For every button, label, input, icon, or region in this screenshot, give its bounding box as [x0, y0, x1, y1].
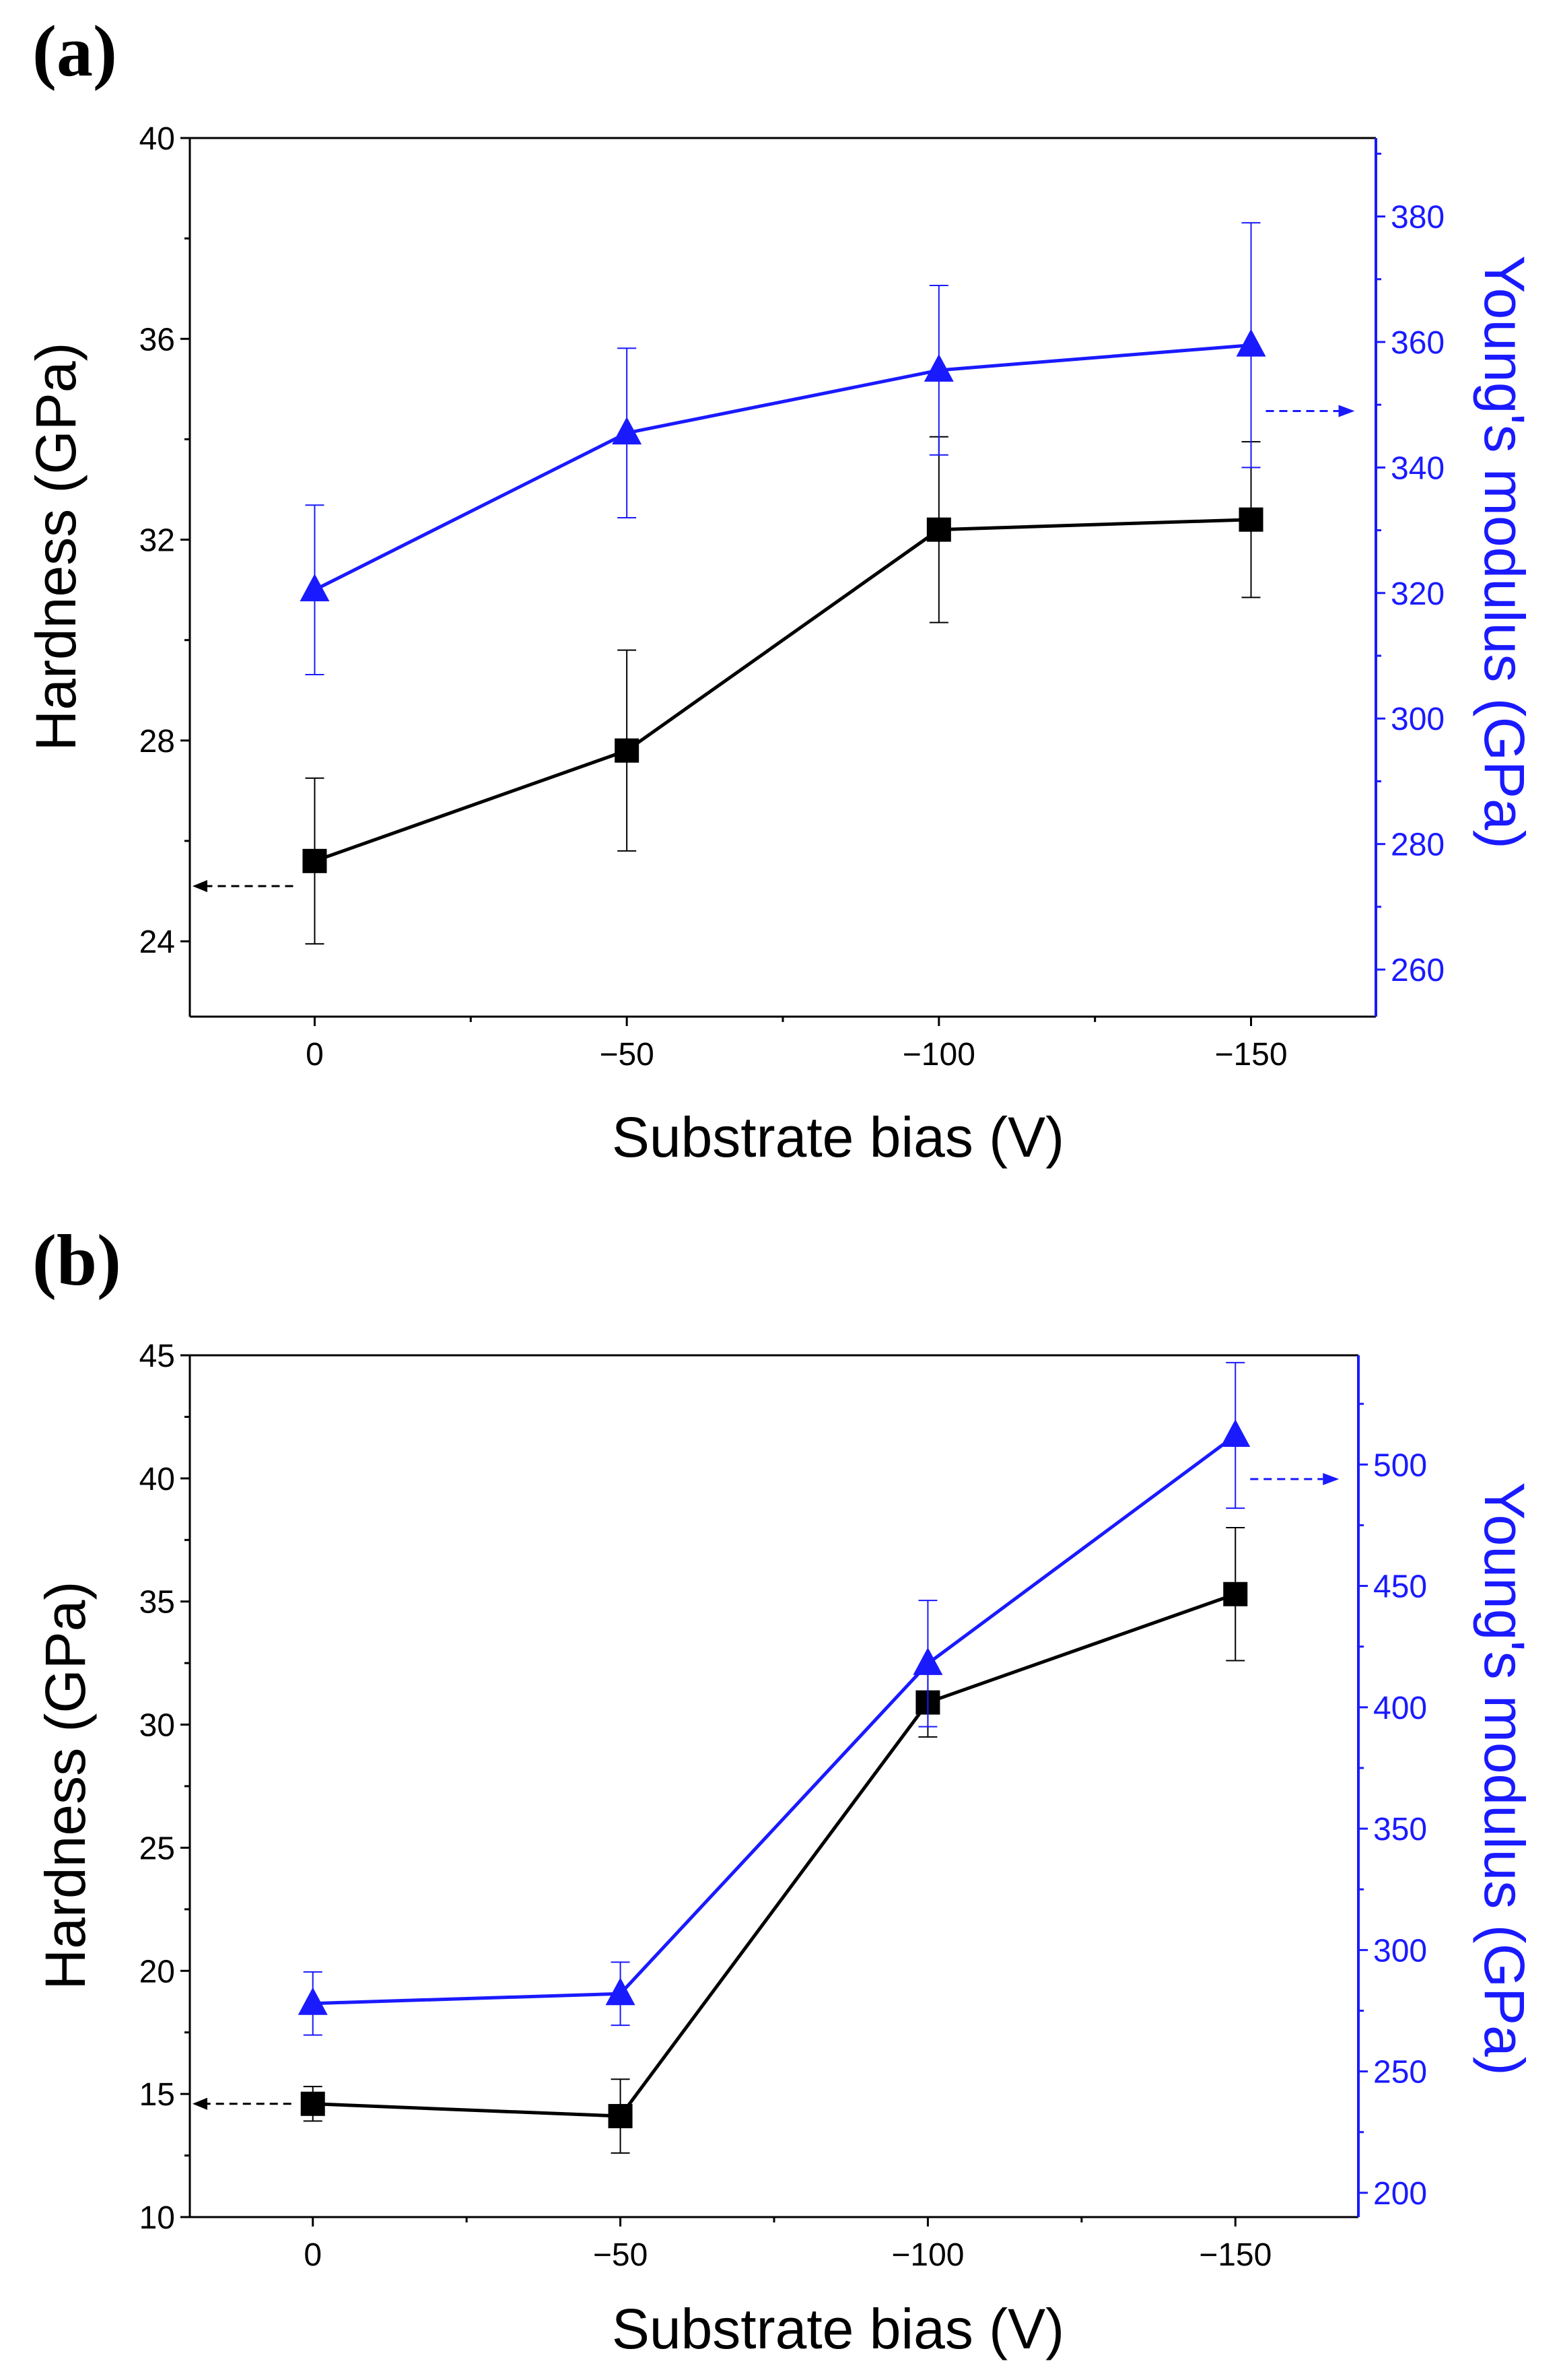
right-tick-label: 400 — [1373, 1691, 1427, 1726]
left-tick-label: 35 — [139, 1585, 175, 1621]
left-tick-label: 28 — [139, 724, 175, 759]
modulus-marker — [605, 1977, 635, 2006]
x-tick-label: −150 — [1199, 2237, 1272, 2273]
modulus-series-line — [312, 1433, 1237, 2006]
hardness-series-line — [314, 518, 1251, 863]
right-tick-label: 340 — [1391, 450, 1445, 486]
hardness-series-line — [312, 1592, 1237, 2118]
x-tick-label: 0 — [306, 1037, 324, 1073]
right-tick-label: 280 — [1391, 827, 1445, 863]
hardness-axis-arrow-head — [193, 880, 207, 893]
x-tick-label: −50 — [599, 1037, 654, 1073]
modulus-axis-arrow-head — [1323, 1472, 1340, 1485]
left-tick-label: 30 — [139, 1708, 175, 1744]
right-tick-label: 360 — [1391, 325, 1445, 361]
hardness-marker — [300, 2091, 325, 2116]
modulus-marker — [1220, 1419, 1251, 1447]
right-axis-title: Young's modulus (GPa) — [1473, 255, 1536, 848]
right-tick-label: 350 — [1373, 1812, 1427, 1847]
left-tick-label: 25 — [139, 1831, 175, 1866]
left-tick-label: 10 — [139, 2200, 175, 2236]
right-tick-label: 450 — [1373, 1569, 1427, 1605]
right-tick-label: 200 — [1373, 2176, 1427, 2212]
x-axis-title: Substrate bias (V) — [612, 2297, 1064, 2360]
left-tick-label: 36 — [139, 322, 175, 358]
left-axis-title: Hardness (GPa) — [24, 343, 88, 751]
left-tick-label: 45 — [139, 1338, 175, 1374]
right-tick-label: 500 — [1373, 1448, 1427, 1483]
modulus-marker — [300, 574, 330, 602]
left-tick-label: 40 — [139, 121, 175, 157]
modulus-marker — [612, 417, 642, 445]
modulus-marker — [913, 1647, 943, 1675]
left-tick-label: 20 — [139, 1954, 175, 1990]
x-tick-label: 0 — [304, 2237, 322, 2273]
left-tick-label: 15 — [139, 2077, 175, 2113]
modulus-marker — [924, 353, 954, 382]
hardness-marker — [926, 517, 951, 542]
chart-panel-b: (b) 10 15 20 25 30 35 40 45 200 250 300 350 400 450 50… — [32, 1221, 1536, 2360]
right-tick-label: 380 — [1391, 200, 1445, 236]
hardness-marker — [302, 848, 327, 873]
hardness-marker — [1223, 1582, 1248, 1606]
x-tick-label: −150 — [1214, 1037, 1287, 1073]
x-axis-title: Substrate bias (V) — [612, 1106, 1064, 1169]
left-tick-label: 24 — [139, 924, 175, 960]
modulus-series-line — [314, 343, 1251, 592]
modulus-marker — [298, 1987, 328, 2015]
plot-marks: 24 28 32 36 40 260 280 300 320 340 360 380 0 −50 −100 −… — [139, 121, 1445, 1073]
hardness-marker — [615, 738, 639, 763]
left-tick-label: 40 — [139, 1462, 175, 1497]
hardness-marker — [1239, 507, 1263, 532]
plot-marks: 10 15 20 25 30 35 40 45 200 250 300 350 400 450 500 0 −5… — [139, 1338, 1427, 2273]
right-tick-label: 300 — [1391, 702, 1445, 737]
modulus-marker — [1236, 329, 1266, 357]
panel-label: (b) — [32, 1221, 121, 1301]
x-tick-label: −100 — [891, 2237, 964, 2273]
x-tick-label: −50 — [593, 2237, 648, 2273]
right-tick-label: 300 — [1373, 1933, 1427, 1969]
left-tick-label: 32 — [139, 523, 175, 559]
right-tick-label: 250 — [1373, 2055, 1427, 2090]
chart-panel-a: (a) 24 28 32 36 40 260 280 300 320 340 360 380 0 −50 −… — [24, 11, 1536, 1169]
panel-label: (a) — [32, 11, 117, 92]
modulus-axis-arrow-head — [1338, 405, 1355, 417]
hardness-axis-arrow-head — [193, 2097, 207, 2110]
right-tick-label: 260 — [1391, 953, 1445, 988]
hardness-marker — [608, 2104, 633, 2129]
right-axis-title: Young's modulus (GPa) — [1473, 1482, 1536, 2075]
x-tick-label: −100 — [903, 1037, 975, 1073]
left-axis-title: Hardness (GPa) — [34, 1582, 97, 1990]
right-tick-label: 320 — [1391, 576, 1445, 612]
